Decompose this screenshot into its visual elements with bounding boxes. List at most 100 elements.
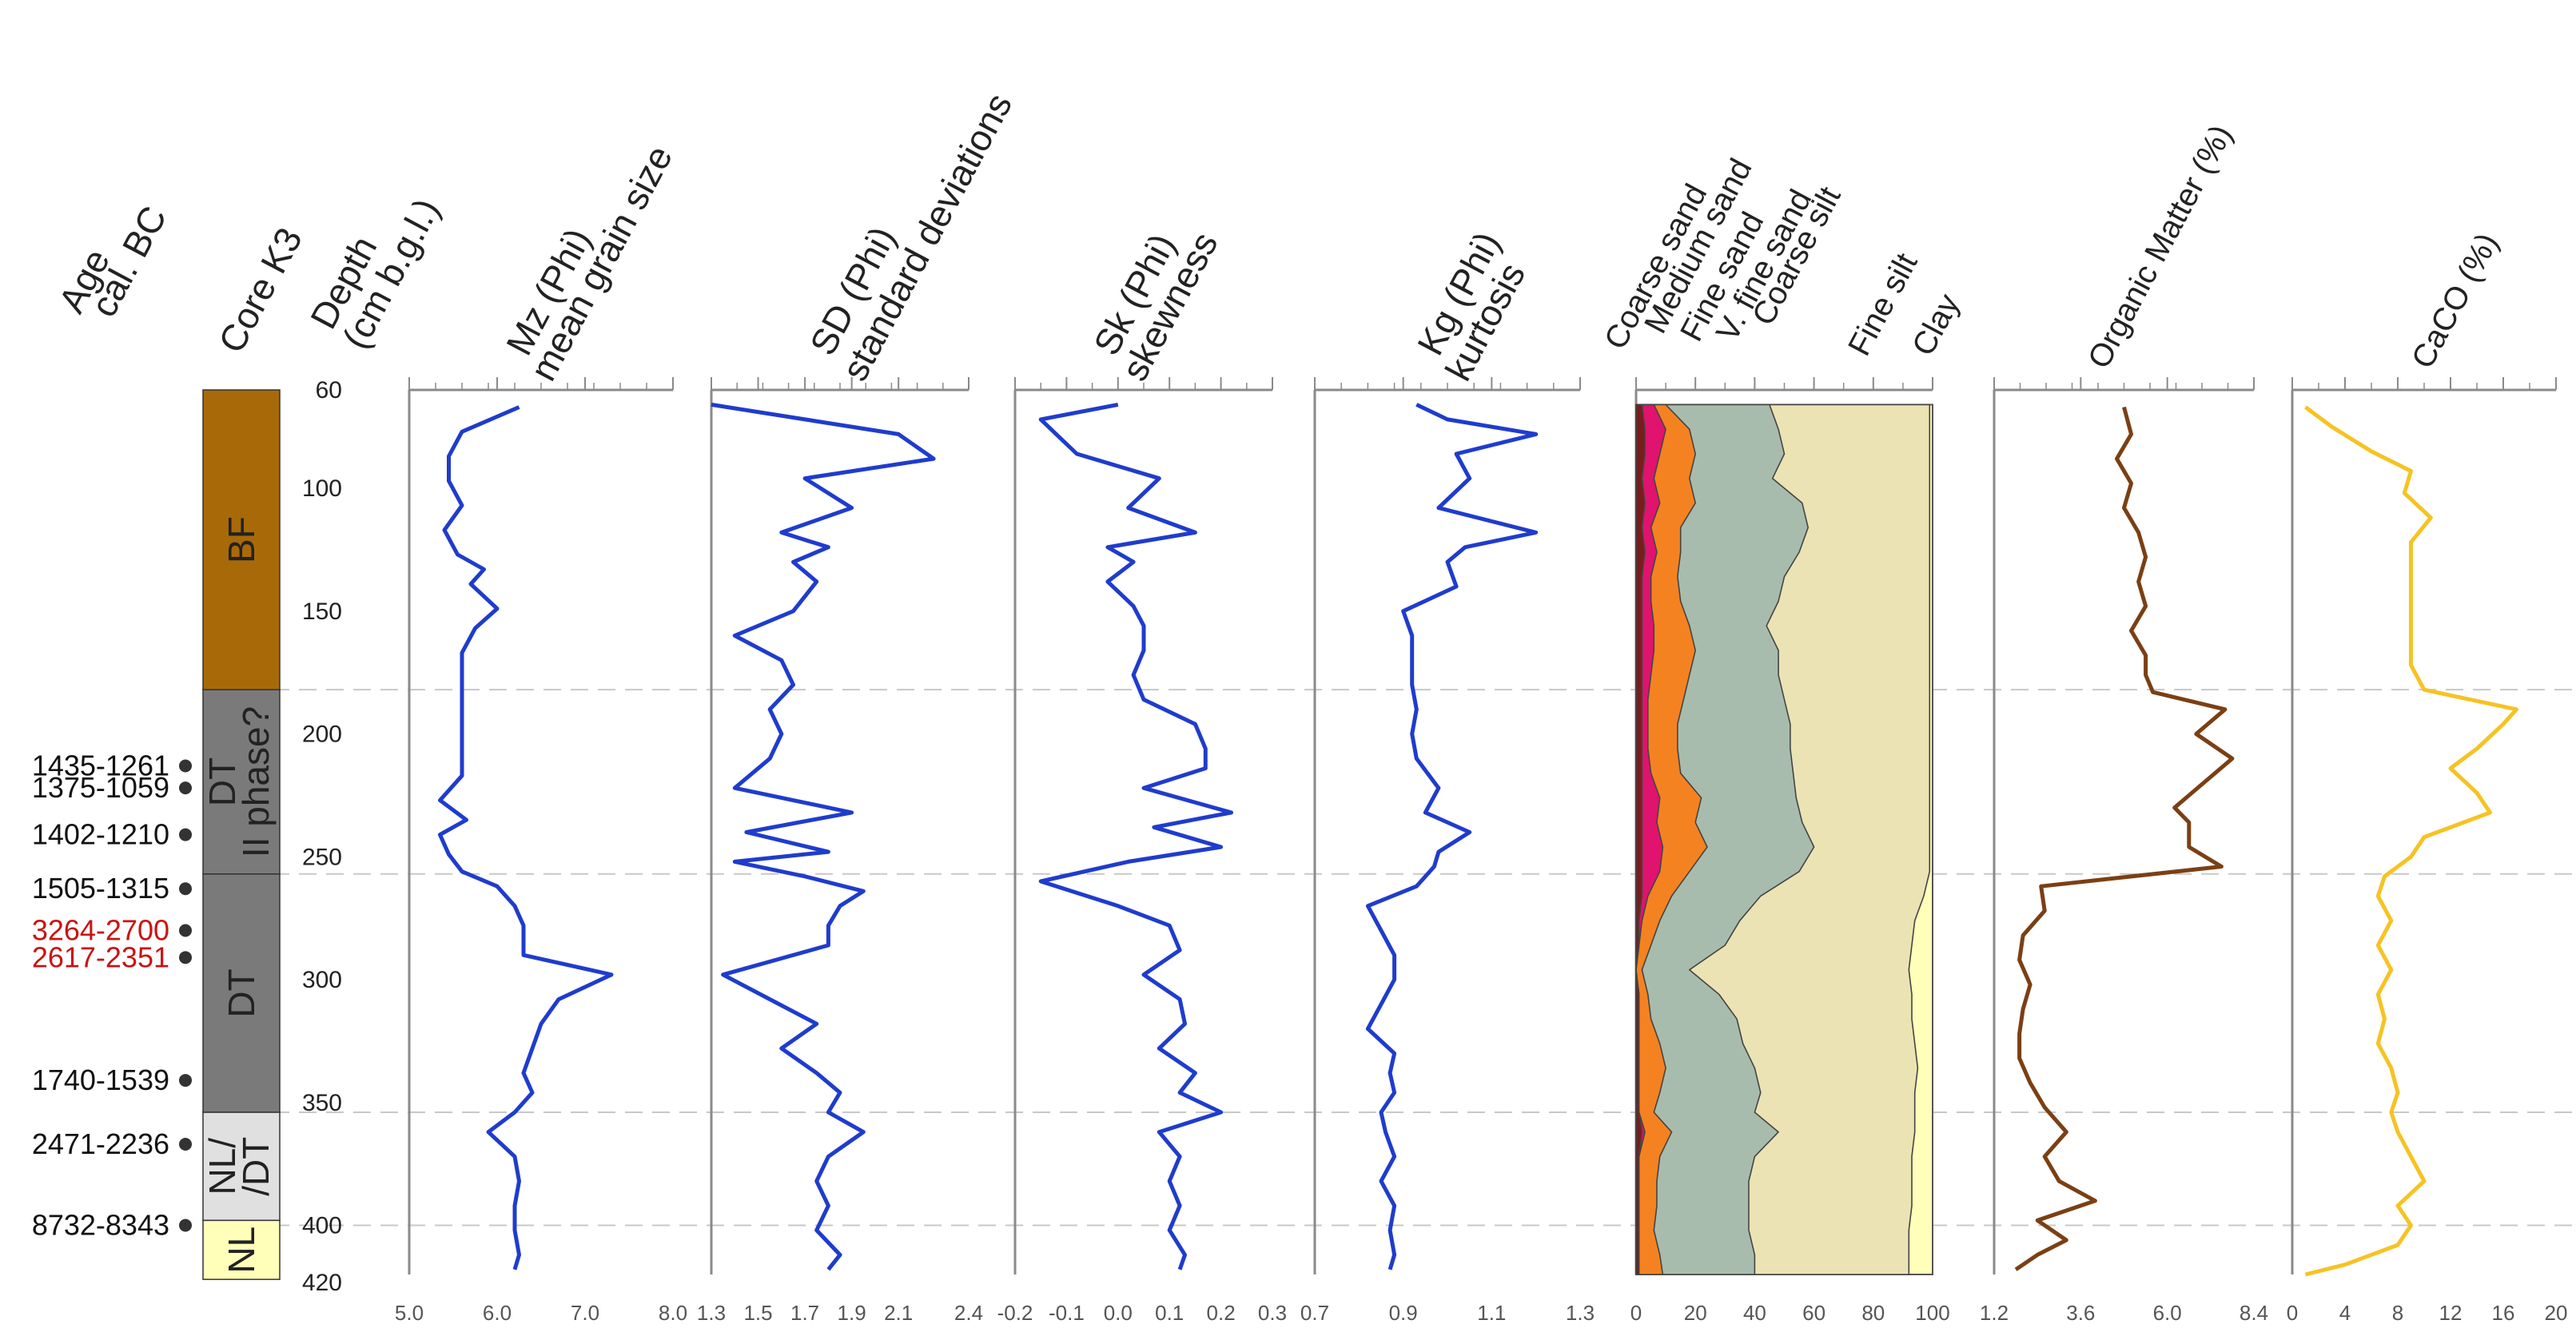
age-dot (179, 951, 192, 964)
age-dot (179, 1138, 192, 1151)
series-line-kg (1365, 403, 1539, 1270)
x-tick-label: -0.1 (1049, 1301, 1085, 1325)
x-tick-label: 8 (2392, 1301, 2403, 1325)
depth-tick-label: 150 (302, 598, 342, 625)
age-header: Age cal. BC (50, 199, 175, 323)
unit-block (202, 1111, 281, 1222)
x-tick-label: 7.0 (571, 1301, 599, 1325)
unit-label: DT (201, 757, 243, 806)
depth-tick-label: 420 (302, 1270, 342, 1296)
age-dot (179, 828, 192, 841)
x-tick-label: 20 (2545, 1301, 2568, 1325)
depth-tick-label: 350 (302, 1090, 342, 1116)
x-tick-label: 1.7 (790, 1301, 819, 1325)
age-label: 8732-8343 (32, 1209, 169, 1242)
x-tick-label: 8.0 (659, 1301, 687, 1325)
series-line-caco (2304, 405, 2518, 1277)
x-tick-label: 6.0 (483, 1301, 512, 1325)
series-line-sd (711, 402, 936, 1271)
unit-label: NL/ (201, 1138, 243, 1195)
depth-tick-label: 400 (302, 1213, 342, 1239)
x-tick-label: 1.9 (838, 1301, 866, 1325)
age-label: 1505-1315 (32, 872, 169, 905)
age-label: 1402-1210 (32, 818, 169, 851)
grain-class-label: Clay (1905, 288, 1966, 361)
series-line-om (2014, 406, 2235, 1271)
age-label: 2471-2236 (32, 1127, 169, 1160)
panel-mz: 5.0 6.0 7.0 8.0Mz (Phi)mean grain size (395, 139, 687, 1325)
series-line-mz (438, 405, 614, 1270)
panel-caco: 0 4 8 12 16 20 CaCO (%) (2287, 228, 2568, 1325)
x-tick-label: 1.5 (743, 1301, 772, 1325)
depth-tick-label: 100 (302, 475, 342, 502)
x-tick-label: 5.0 (395, 1301, 424, 1325)
unit-block (202, 1219, 281, 1280)
x-tick-label: 0.1 (1155, 1301, 1184, 1325)
panel-kg: 0.7 0.9 1.1 1.3Kg (Phi)kurtosis (1300, 225, 1595, 1325)
age-dot (179, 1074, 192, 1087)
x-tick-label: 0.3 (1258, 1301, 1287, 1325)
panel-title: Organic Matter (%) (2081, 119, 2239, 374)
series-line-sk (1038, 402, 1233, 1270)
x-tick-label: 0.9 (1389, 1301, 1418, 1325)
depth-axis: 60 100 150 200 250 300 350 400 420 (302, 377, 342, 1296)
x-tick-label: 8.4 (2240, 1301, 2268, 1325)
age-dot (179, 1219, 192, 1232)
x-tick-label: 12 (2439, 1301, 2463, 1325)
x-tick-label: 1.3 (1566, 1301, 1595, 1325)
x-tick-label: 0 (2287, 1301, 2298, 1325)
unit-block (202, 389, 281, 690)
depth-header: Depth (cm b.g.l.) (302, 192, 448, 356)
x-tick-label: 2.1 (884, 1301, 913, 1325)
age-dot (179, 759, 192, 773)
age-label: 2617-2351 (32, 940, 169, 973)
x-tick-label: 3.6 (2066, 1301, 2095, 1325)
x-tick-label: 6.0 (2153, 1301, 2182, 1325)
x-tick-label: 1.1 (1477, 1301, 1506, 1325)
unit-boundary-lines (272, 689, 2576, 1227)
x-tick-label: -0.2 (997, 1301, 1033, 1325)
x-tick-label: 0 (1630, 1301, 1642, 1325)
unit-label: DT (221, 968, 262, 1017)
x-tick-label: 20 (1684, 1301, 1707, 1325)
age-dot (179, 781, 192, 795)
panel-sd: 1.3 1.5 1.7 1.9 2.1 2.4SD (Phi)standard devia… (697, 86, 1020, 1325)
x-tick-label: 1.2 (1980, 1301, 2009, 1325)
unit-label: BF (221, 516, 262, 563)
age-label: 3264-2700 (32, 914, 169, 947)
x-tick-label: 1.3 (697, 1301, 726, 1325)
x-tick-label: 0.0 (1104, 1301, 1133, 1325)
depth-tick-label: 300 (302, 967, 342, 993)
x-tick-label: 4 (2339, 1301, 2351, 1325)
x-tick-label: 16 (2492, 1301, 2515, 1325)
core-header: Core K3 (210, 221, 310, 359)
unit-block (202, 689, 281, 875)
age-label: 1435-1261 (32, 749, 169, 781)
x-tick-label: 100 (1915, 1301, 1949, 1325)
unit-label: II phase? (235, 706, 277, 857)
unit-label: NL (221, 1227, 262, 1274)
x-tick-label: 0.7 (1300, 1301, 1329, 1325)
depth-tick-label: 250 (302, 844, 342, 870)
panel-om: 1.2 3.6 6.0 8.4 Organic Matter (%) (1980, 119, 2268, 1325)
x-tick-label: 0.2 (1207, 1301, 1236, 1325)
age-label: 1375-1059 (32, 771, 169, 804)
depth-tick-label: 200 (302, 722, 342, 748)
age-label: 1740-1539 (32, 1064, 169, 1096)
unit-label: /DT (235, 1137, 277, 1196)
x-tick-label: 60 (1802, 1301, 1825, 1325)
panel-title: CaCO (%) (2405, 228, 2505, 375)
x-tick-label: 40 (1743, 1301, 1766, 1325)
x-tick-label: 80 (1861, 1301, 1885, 1325)
age-dot (179, 882, 192, 896)
area-coarse-sand (1635, 404, 1646, 1275)
panel-sk: -0.2 -0.1 0.0 0.1 0.2 0.3Sk (Phi)skewness (997, 225, 1287, 1325)
x-tick-label: 2.4 (954, 1301, 983, 1325)
age-dot (179, 924, 192, 937)
depth-tick-label: 60 (316, 377, 342, 404)
